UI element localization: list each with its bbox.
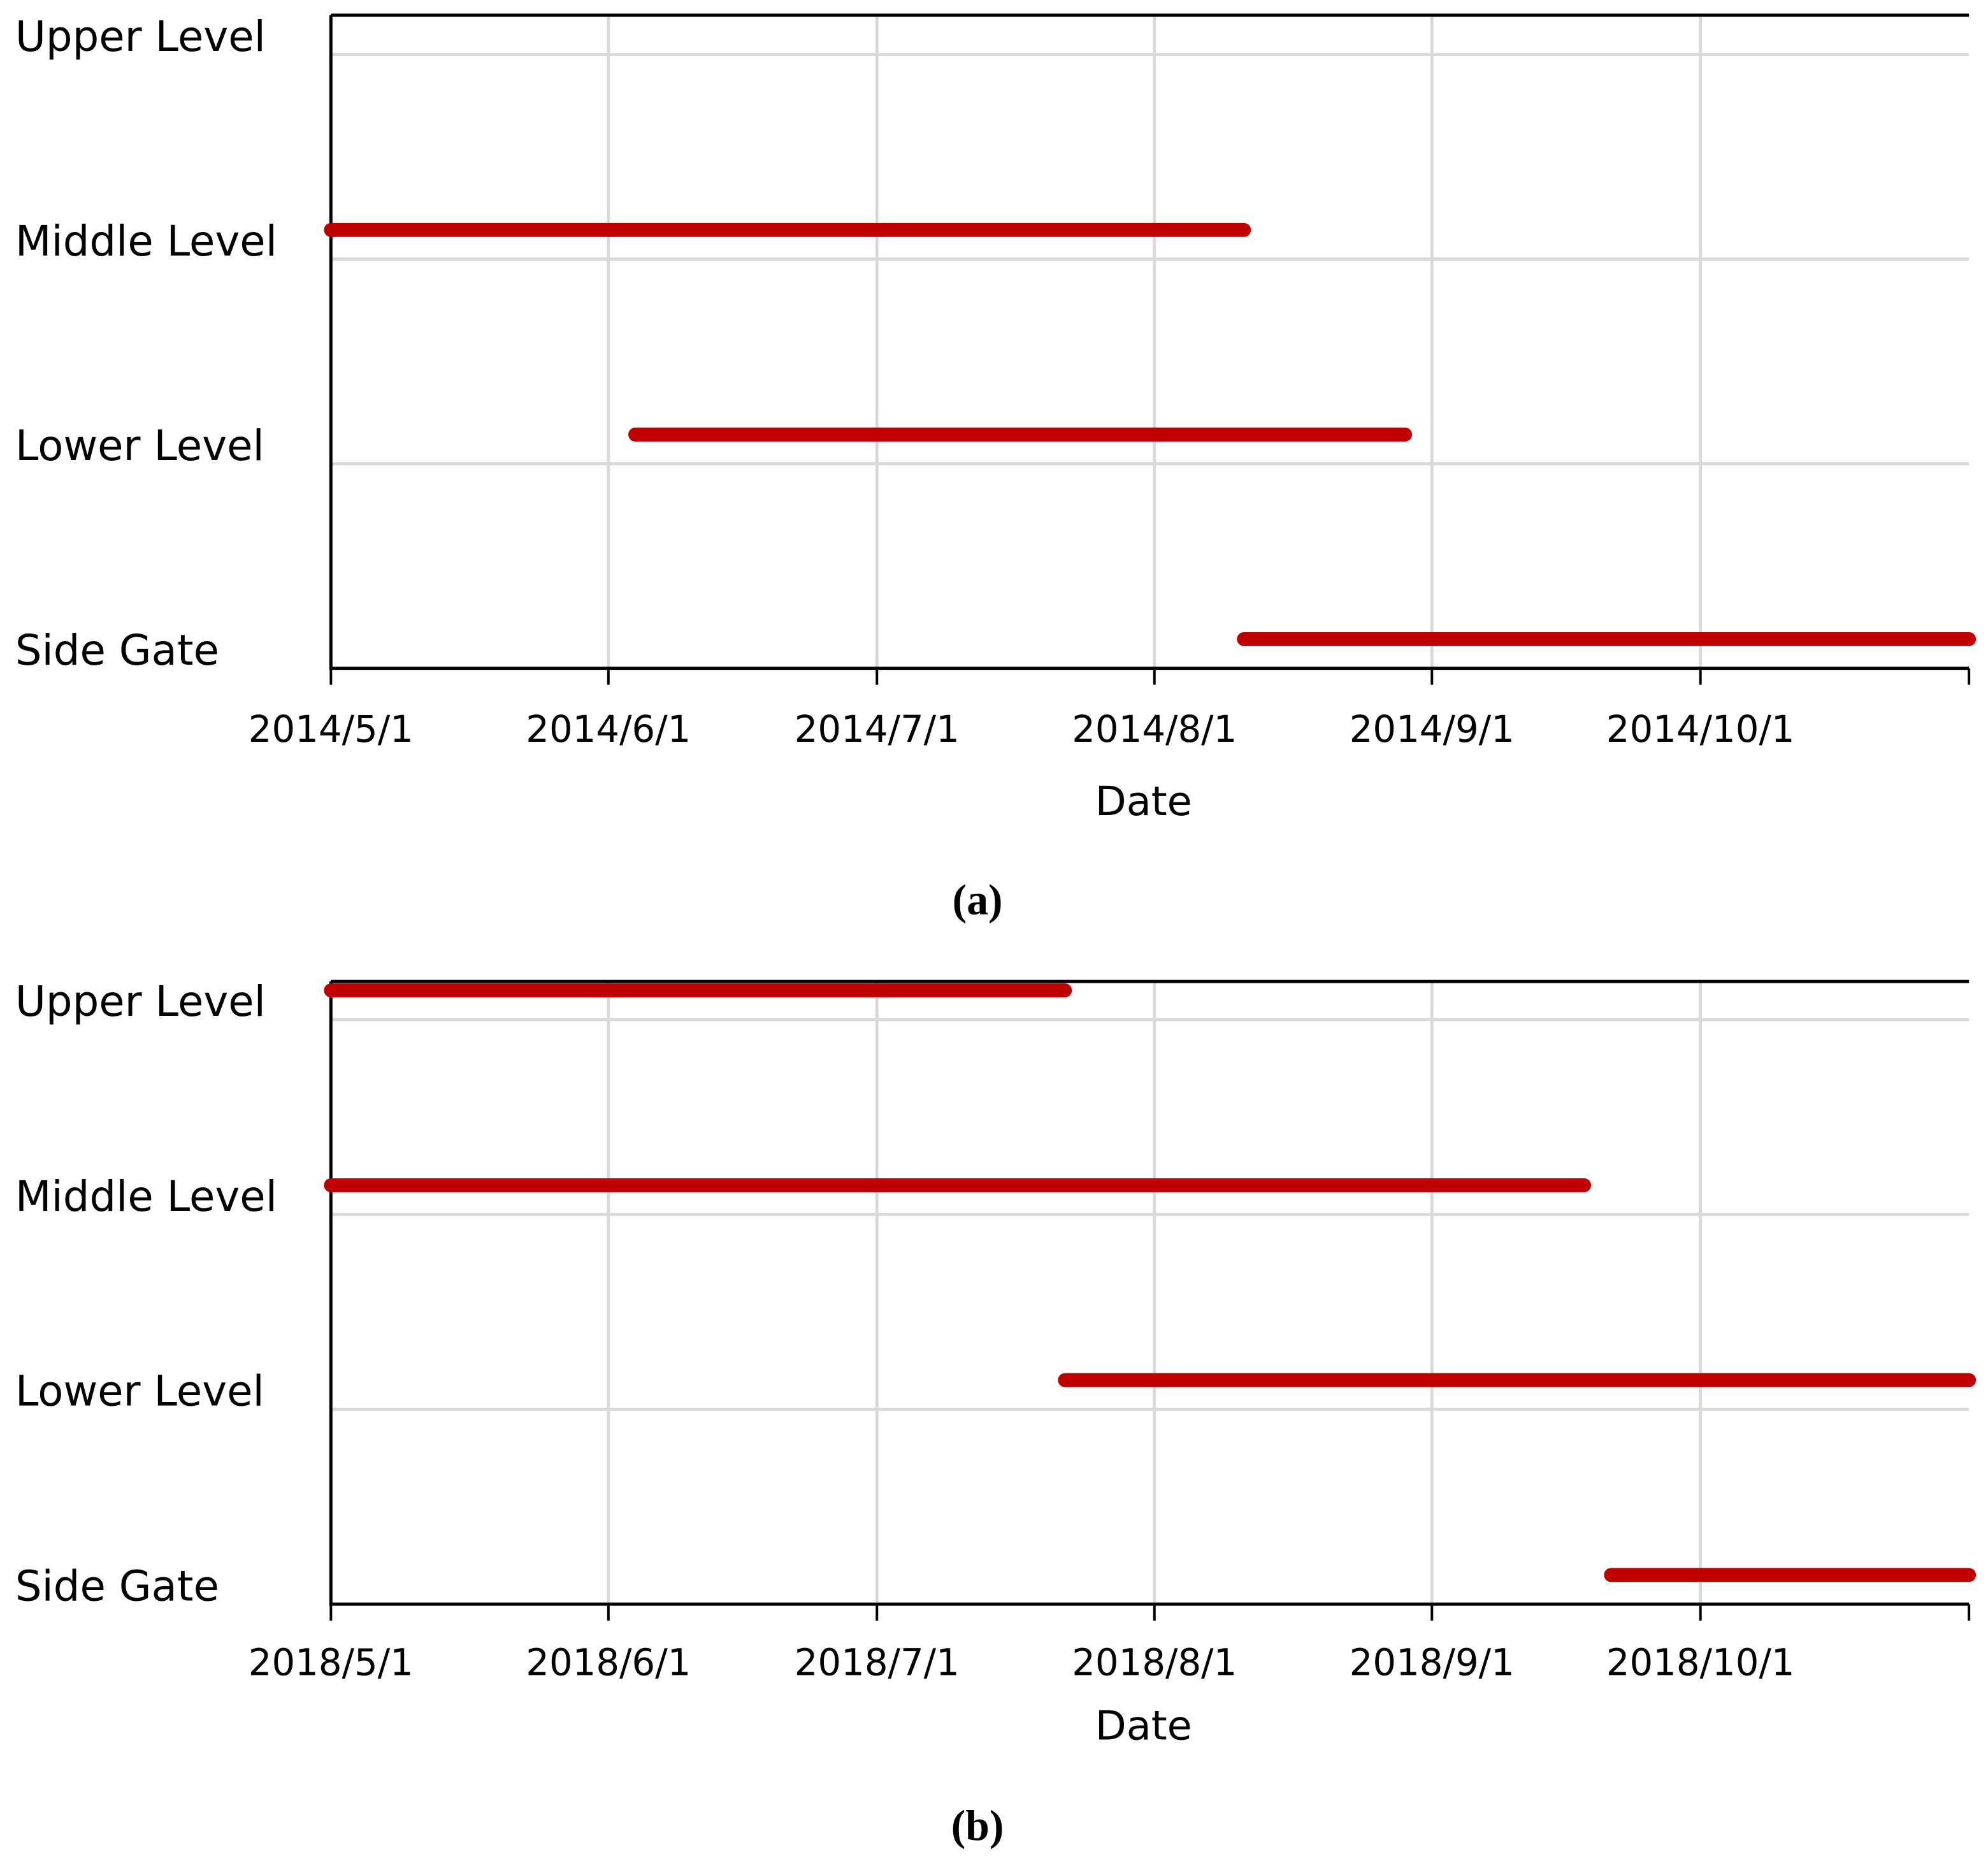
x-tick-label: 2014/10/1 [1606, 707, 1795, 751]
category-label: Middle Level [15, 217, 277, 266]
x-tick-label: 2018/9/1 [1350, 1640, 1515, 1684]
plot-frame [329, 980, 1970, 1606]
x-tick-label: 2014/9/1 [1350, 707, 1515, 751]
category-label: Upper Level [15, 978, 266, 1026]
x-tick-label: 2014/5/1 [248, 707, 414, 751]
x-tick-label: 2014/7/1 [795, 707, 960, 751]
x-tick-label: 2018/10/1 [1606, 1640, 1795, 1684]
caption: (b) [951, 1802, 1004, 1849]
x-axis-label: Date [1095, 1703, 1192, 1750]
caption: (a) [953, 876, 1003, 923]
category-label: Middle Level [15, 1173, 277, 1221]
x-axis-label: Date [1095, 778, 1192, 825]
category-label: Side Gate [15, 626, 219, 675]
category-label: Side Gate [15, 1562, 219, 1610]
plot-frame [329, 13, 1970, 670]
x-tick-label: 2018/8/1 [1072, 1640, 1237, 1684]
category-label: Lower Level [15, 422, 264, 470]
x-tick-label: 2018/6/1 [526, 1640, 691, 1684]
category-label: Upper Level [15, 13, 266, 61]
category-label: Lower Level [15, 1368, 264, 1416]
x-tick-label: 2014/8/1 [1072, 707, 1237, 751]
x-tick-label: 2018/7/1 [795, 1640, 960, 1684]
x-tick-label: 2014/6/1 [526, 707, 691, 751]
x-tick-label: 2018/5/1 [248, 1640, 414, 1684]
